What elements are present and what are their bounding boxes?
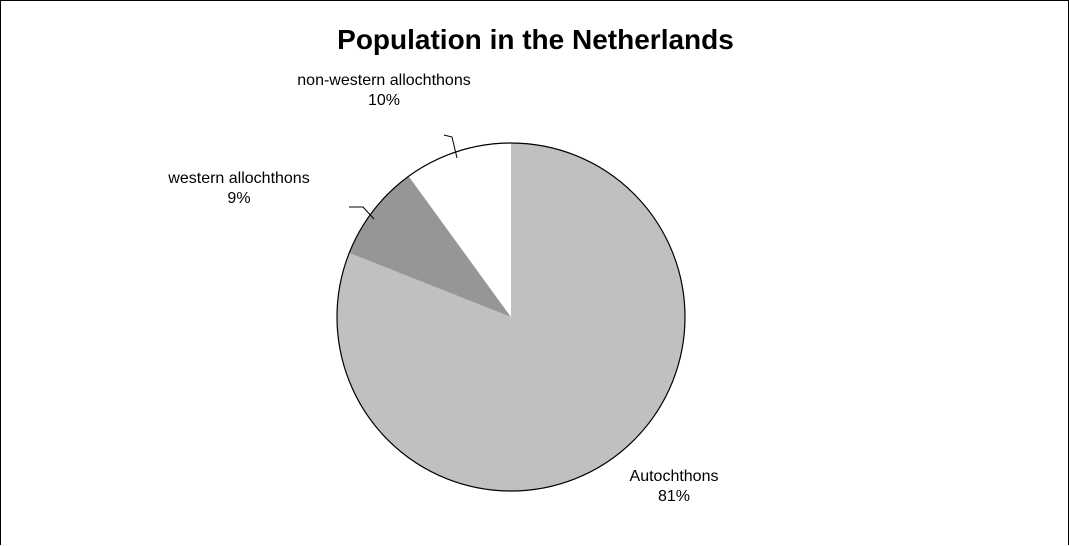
leader-line-non-western-allochthons [443,134,458,159]
slice-label-autochthons-name: Autochthons [629,468,719,485]
leader-line-western-allochthons [349,206,375,220]
slice-label-autochthons-value: 81% [657,488,691,505]
slice-label-non-western-allochthons: non-western allochthons 10% [297,71,470,111]
pie-slice-autochthons [337,143,686,491]
slice-label-autochthons: Autochthons 81% [630,467,719,507]
chart-title: Population in the Netherlands [337,24,734,55]
slice-label-non-western-allochthons-name: non-western allochthons [297,72,471,89]
pie-outline [336,142,686,492]
slice-label-non-western-allochthons-value: 10% [367,92,401,109]
pie-slice-non-western-allochthons [408,143,511,317]
slice-label-western-allochthons: western allochthons 9% [168,169,309,209]
slice-label-western-allochthons-value: 9% [227,190,251,207]
slice-label-western-allochthons-name: western allochthons [168,170,310,187]
pie-slice-western-allochthons [349,176,511,317]
